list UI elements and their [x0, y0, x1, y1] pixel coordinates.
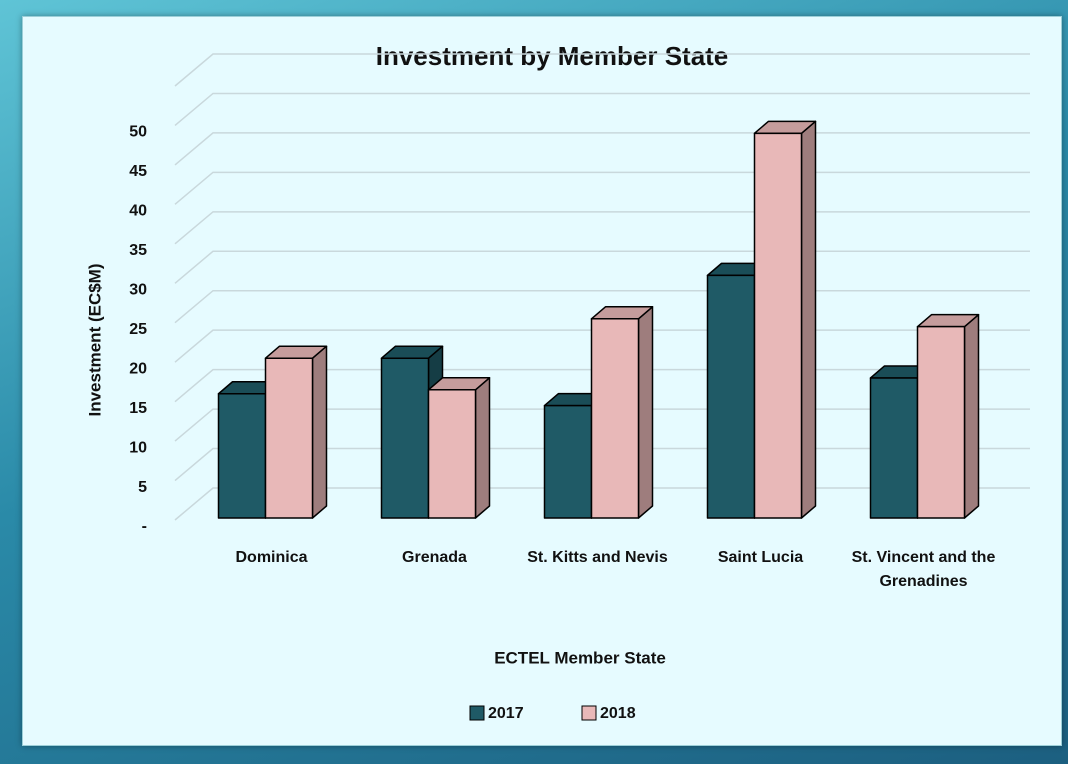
y-tick-label: 40	[129, 203, 147, 220]
bar-side	[311, 345, 328, 519]
bar-side	[637, 306, 654, 519]
y-tick-label: 5	[138, 479, 147, 496]
bar-front	[427, 389, 477, 519]
grid-line	[174, 250, 1030, 284]
y-tick-label: 20	[129, 360, 147, 377]
y-tick-label: 30	[129, 281, 147, 298]
grid-line	[174, 171, 1030, 205]
y-tick-label: 45	[129, 163, 147, 180]
bar-front	[869, 377, 919, 519]
bar-front	[706, 274, 756, 519]
x-tick-label: Grenada	[402, 549, 467, 566]
bar-side	[963, 313, 980, 519]
y-axis-label: Investment (EC$M)	[85, 263, 104, 416]
legend-swatch	[469, 705, 485, 721]
chart-title: Investment by Member State	[376, 41, 729, 71]
bar-front	[916, 325, 966, 519]
x-tick-label: Dominica	[235, 549, 308, 566]
bar-front	[380, 357, 430, 519]
bar-front	[590, 318, 640, 519]
grid-line	[174, 53, 1030, 87]
bar-side	[800, 120, 817, 519]
y-tick-label: 15	[129, 400, 147, 417]
bar-front	[753, 132, 803, 519]
x-tick-label: St. Kitts and Nevis	[527, 549, 668, 566]
legend-swatch	[581, 705, 597, 721]
bar	[753, 120, 817, 519]
bar-front	[543, 404, 593, 519]
x-axis-label: ECTEL Member State	[494, 648, 666, 667]
y-tick-label: -	[142, 518, 147, 535]
y-tick-label: 10	[129, 439, 147, 456]
bar	[264, 345, 328, 519]
bar-front	[264, 357, 314, 519]
legend-label: 2018	[600, 705, 636, 722]
bar	[590, 306, 654, 519]
bar-side	[474, 377, 491, 519]
bar	[916, 313, 980, 519]
y-tick-label: 50	[129, 124, 147, 141]
bar	[427, 377, 491, 519]
bar-front	[217, 392, 267, 519]
x-tick-label: Saint Lucia	[717, 549, 804, 566]
grid-line	[174, 211, 1030, 245]
legend-label: 2017	[488, 705, 524, 722]
y-tick-label: 35	[129, 242, 147, 259]
y-tick-label: 25	[129, 321, 147, 338]
grid-line	[174, 92, 1030, 127]
grid-line	[174, 132, 1030, 166]
x-tick-label: St. Vincent and the Grenadines	[851, 549, 996, 590]
